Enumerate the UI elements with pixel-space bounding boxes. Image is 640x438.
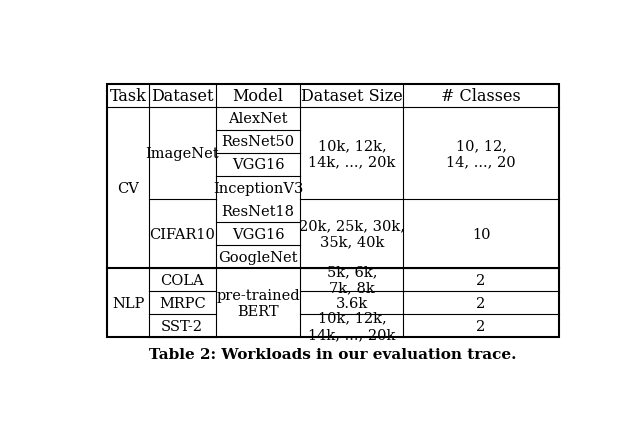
Text: 2: 2	[476, 273, 486, 287]
Text: 2: 2	[476, 296, 486, 310]
Bar	[108, 85, 559, 338]
Text: MRPC: MRPC	[159, 296, 205, 310]
Text: 2: 2	[476, 319, 486, 333]
Text: NLP: NLP	[112, 296, 144, 310]
Text: CV: CV	[117, 181, 139, 195]
Text: pre-trained
BERT: pre-trained BERT	[216, 288, 300, 318]
Text: 10k, 12k,
14k, ..., 20k: 10k, 12k, 14k, ..., 20k	[308, 311, 396, 341]
Text: VGG16: VGG16	[232, 227, 284, 241]
Text: 10, 12,
14, ..., 20: 10, 12, 14, ..., 20	[446, 138, 516, 169]
Text: CIFAR10: CIFAR10	[149, 227, 215, 241]
Text: Model: Model	[232, 88, 284, 105]
Text: # Classes: # Classes	[441, 88, 521, 105]
Text: 5k, 6k,
7k, 8k: 5k, 6k, 7k, 8k	[326, 265, 377, 295]
Text: 10k, 12k,
14k, ..., 20k: 10k, 12k, 14k, ..., 20k	[308, 138, 396, 169]
Text: GoogleNet: GoogleNet	[218, 250, 298, 264]
Text: InceptionV3: InceptionV3	[213, 181, 303, 195]
Text: Dataset Size: Dataset Size	[301, 88, 403, 105]
Text: 20k, 25k, 30k,
35k, 40k: 20k, 25k, 30k, 35k, 40k	[299, 219, 405, 249]
Text: Dataset: Dataset	[151, 88, 214, 105]
Text: SST-2: SST-2	[161, 319, 204, 333]
Text: ImageNet: ImageNet	[145, 147, 219, 161]
Text: COLA: COLA	[161, 273, 204, 287]
Text: VGG16: VGG16	[232, 158, 284, 172]
Text: 10: 10	[472, 227, 490, 241]
Text: ResNet50: ResNet50	[221, 135, 294, 149]
Text: Table 2: Workloads in our evaluation trace.: Table 2: Workloads in our evaluation tra…	[149, 348, 516, 362]
Text: 3.6k: 3.6k	[336, 296, 368, 310]
Text: AlexNet: AlexNet	[228, 112, 288, 126]
Text: Task: Task	[109, 88, 147, 105]
Text: ResNet18: ResNet18	[221, 204, 294, 218]
